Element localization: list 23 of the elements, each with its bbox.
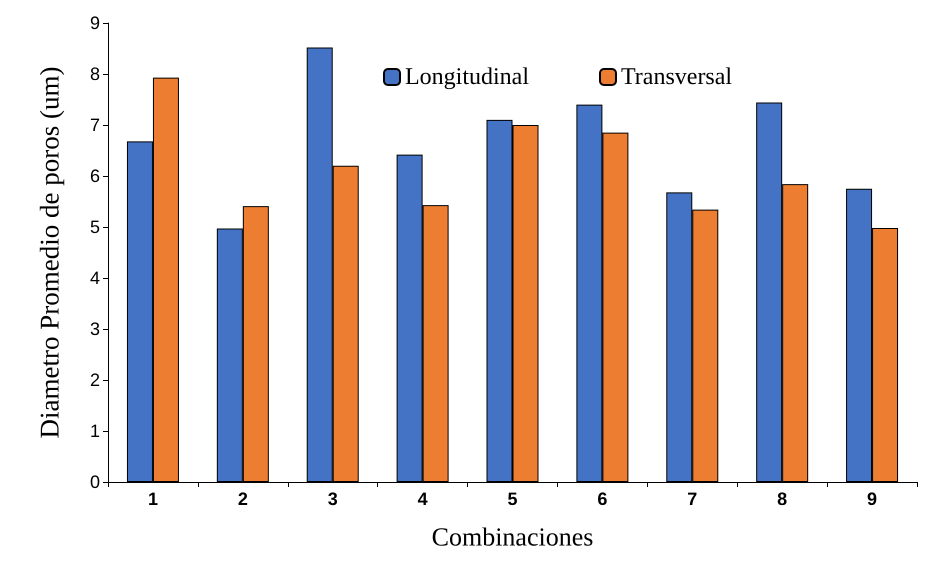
x-tick-label: 9 (867, 489, 878, 509)
y-tick-label: 6 (90, 166, 100, 186)
x-tick-label: 2 (238, 489, 248, 509)
y-tick-label: 0 (90, 472, 100, 492)
x-tick-label: 6 (597, 489, 608, 509)
y-tick-label: 1 (90, 421, 100, 441)
x-tick-label: 3 (328, 489, 338, 509)
x-tick-label: 5 (507, 489, 518, 509)
x-axis-title: Combinaciones (432, 522, 594, 552)
y-tick-label: 4 (90, 268, 100, 288)
y-axis-title: Diametro Promedio de poros (um) (34, 66, 64, 438)
x-tick-label: 4 (418, 489, 428, 509)
y-tick-label: 8 (90, 64, 100, 84)
y-tick-label: 5 (90, 217, 100, 237)
x-tick-label: 8 (777, 489, 788, 509)
legend-label: Longitudinal (405, 64, 530, 90)
y-tick-label: 3 (90, 319, 100, 339)
x-tick-label: 1 (148, 489, 158, 509)
y-tick-label: 9 (90, 13, 100, 33)
y-tick-label: 2 (90, 370, 100, 390)
x-tick-label: 7 (687, 489, 698, 509)
y-tick-label: 7 (90, 115, 100, 135)
legend-label: Transversal (620, 64, 732, 90)
